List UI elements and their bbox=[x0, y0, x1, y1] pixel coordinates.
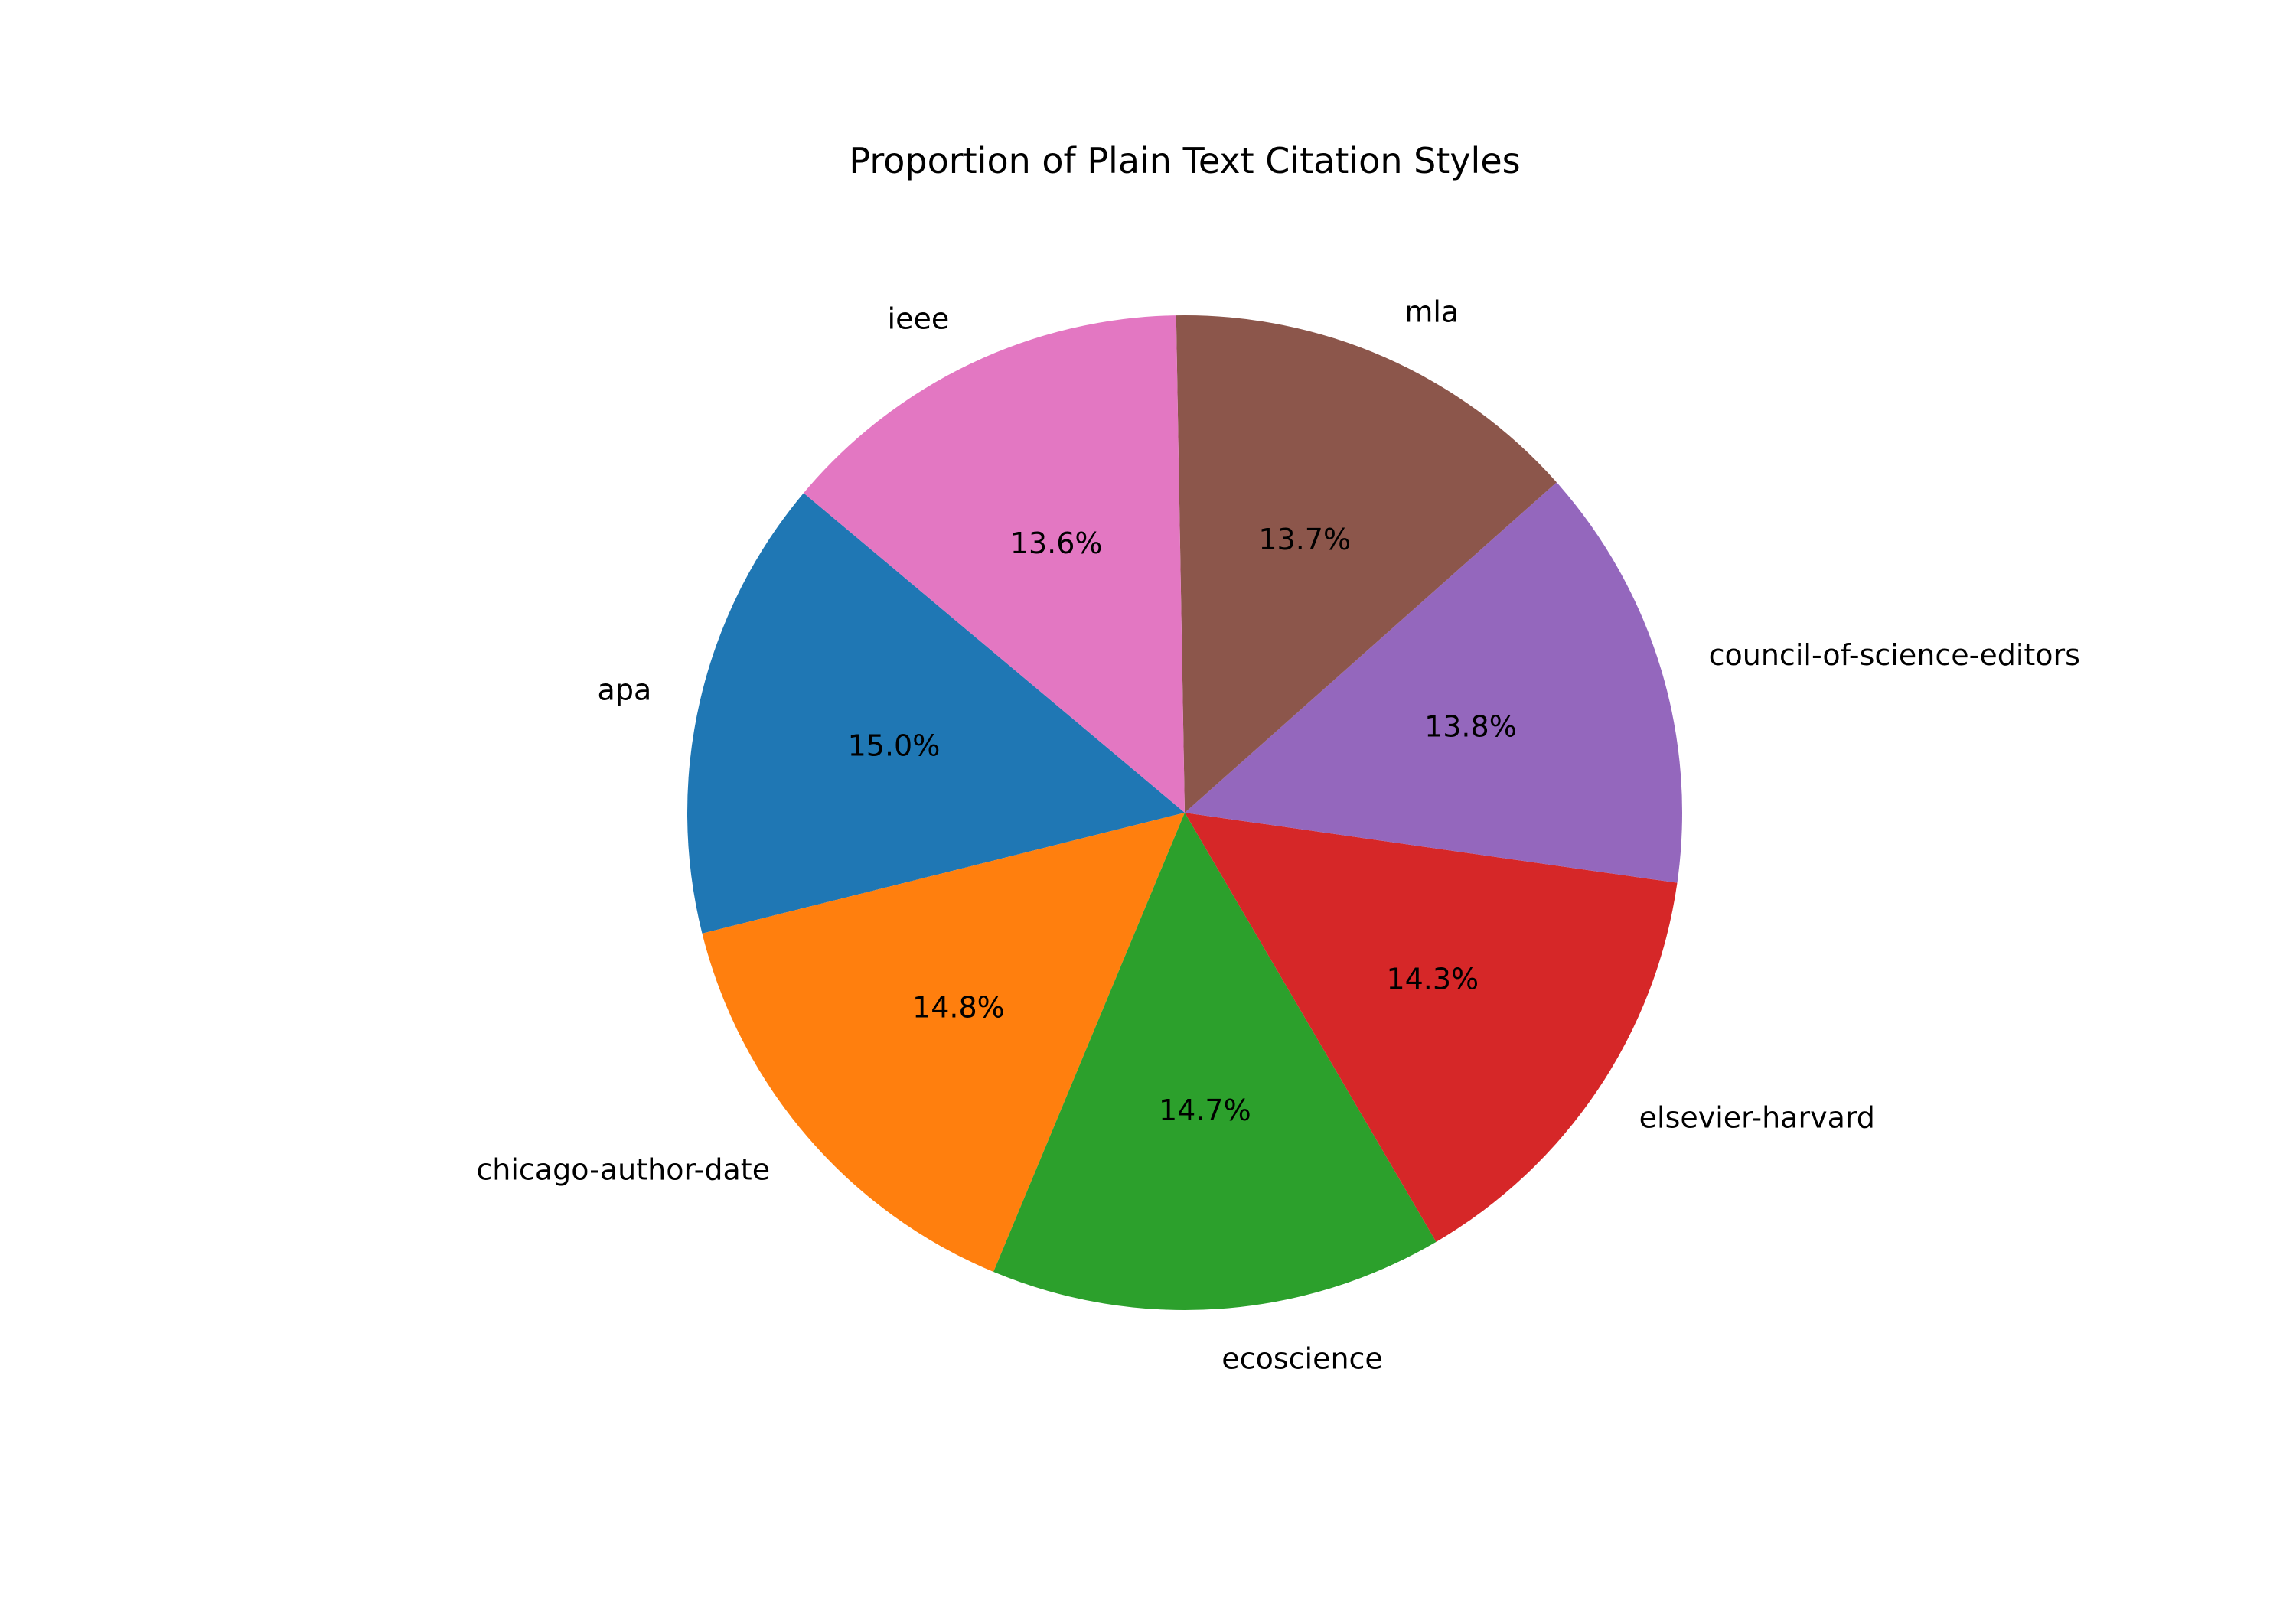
slice-label-elsevier-harvard: elsevier-harvard bbox=[1639, 1101, 1875, 1135]
pie-slice-ieee bbox=[804, 315, 1185, 813]
slice-percent-ecoscience: 14.7% bbox=[1159, 1094, 1251, 1127]
slice-label-chicago-author-date: chicago-author-date bbox=[476, 1152, 770, 1186]
pie-labels: apa 15.0% chicago-author-date 14.8% ecoscien… bbox=[476, 295, 2080, 1375]
chart-title: Proportion of Plain Text Citation Styles bbox=[849, 140, 1520, 181]
slice-percent-council-of-science-editors: 13.8% bbox=[1424, 710, 1517, 744]
pie-slice-ecoscience bbox=[993, 813, 1437, 1310]
pie-slice-apa bbox=[687, 493, 1185, 934]
slice-label-ecoscience: ecoscience bbox=[1221, 1341, 1383, 1375]
pie-slice-chicago-author-date bbox=[702, 813, 1185, 1273]
pie-slices bbox=[687, 315, 1682, 1310]
pie-slice-mla bbox=[1176, 315, 1557, 813]
slice-percent-chicago-author-date: 14.8% bbox=[912, 990, 1005, 1024]
slice-percent-mla: 13.7% bbox=[1258, 523, 1351, 556]
slice-label-council-of-science-editors: council-of-science-editors bbox=[1709, 638, 2080, 672]
slice-label-mla: mla bbox=[1404, 295, 1459, 328]
pie-slice-elsevier-harvard bbox=[1185, 813, 1678, 1242]
slice-percent-elsevier-harvard: 14.3% bbox=[1386, 962, 1479, 996]
slice-label-apa: apa bbox=[598, 673, 652, 706]
pie-slice-council-of-science-editors bbox=[1185, 482, 1682, 883]
slice-percent-apa: 15.0% bbox=[848, 729, 941, 762]
slice-percent-ieee: 13.6% bbox=[1010, 526, 1103, 560]
slice-label-ieee: ieee bbox=[888, 302, 950, 336]
